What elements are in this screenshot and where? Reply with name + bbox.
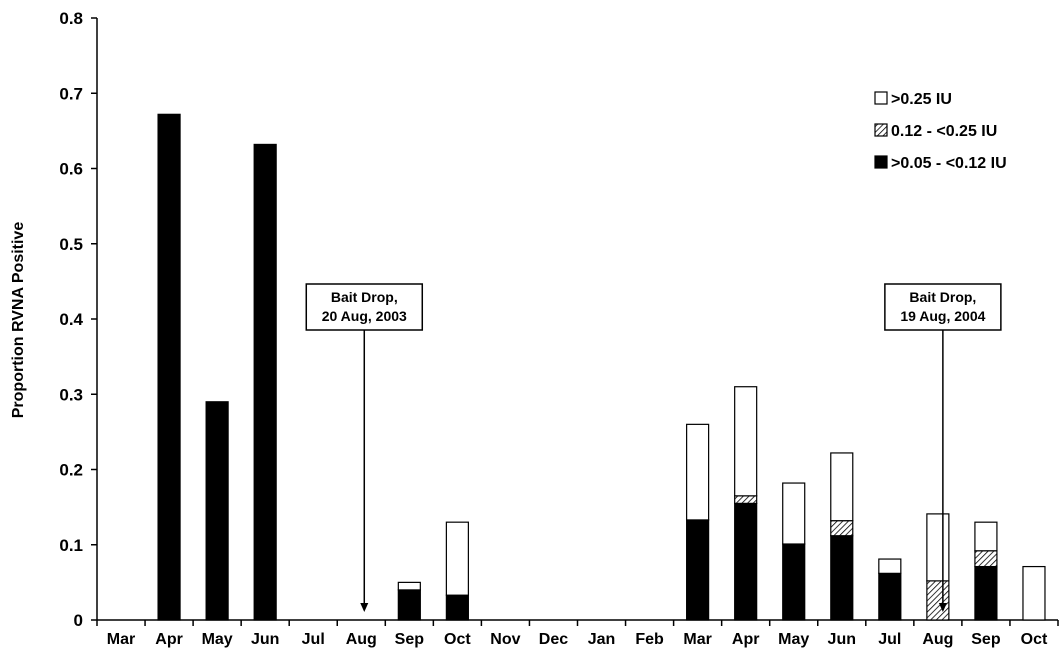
bar-segment xyxy=(253,143,277,621)
annotations: Bait Drop, 20 Aug, 2003 Bait Drop, 19 Aug, … xyxy=(305,283,1002,612)
y-tick-label: 0.5 xyxy=(59,235,83,254)
bar-segment xyxy=(205,401,229,621)
bar-segment xyxy=(974,521,998,552)
bar-segment xyxy=(686,519,710,621)
x-tick-label: May xyxy=(778,631,809,648)
x-tick-label: Jun xyxy=(251,631,279,648)
y-ticks: 0 0.1 0.2 0.3 0.4 0.5 0.6 0.7 0.8 xyxy=(59,9,97,630)
x-tick-label: Aug xyxy=(922,631,953,648)
x-tick-label: Oct xyxy=(1021,631,1048,648)
x-tick-label: Sep xyxy=(395,631,425,648)
bar-segment xyxy=(878,558,902,574)
annotation-arrowhead xyxy=(938,603,947,612)
bar-segment xyxy=(734,386,758,497)
annotation-text: 19 Aug, 2004 xyxy=(900,308,985,324)
x-tick-label: Sep xyxy=(971,631,1001,648)
x-tick-label: Jul xyxy=(878,631,901,648)
y-tick-label: 0.6 xyxy=(59,160,83,179)
bait-drop-annotation: Bait Drop, 20 Aug, 2003 xyxy=(305,283,424,612)
bar-segment xyxy=(734,495,758,504)
bar-segment xyxy=(157,113,181,621)
x-tick-label: Jan xyxy=(588,631,616,648)
bar-segment xyxy=(830,535,854,621)
legend-item: >0.25 IU xyxy=(874,91,952,108)
bar-segment xyxy=(782,543,806,621)
bar-segment xyxy=(830,452,854,522)
x-tick-label: Dec xyxy=(539,631,568,648)
legend-label: >0.05 - <0.12 IU xyxy=(891,155,1007,172)
x-tick-label: Mar xyxy=(107,631,135,648)
bar-segment xyxy=(734,502,758,621)
bar-segment xyxy=(397,581,421,591)
y-tick-label: 0.8 xyxy=(59,9,83,28)
bar-segment xyxy=(974,550,998,568)
bar-segment xyxy=(445,521,469,596)
legend-swatch xyxy=(874,91,888,105)
x-tick-label: Mar xyxy=(683,631,711,648)
bar-segment xyxy=(397,589,421,621)
bars xyxy=(157,113,1046,621)
annotation-box xyxy=(305,283,424,331)
x-tick-label: Aug xyxy=(346,631,377,648)
x-tick-label: Oct xyxy=(444,631,471,648)
annotation-arrowhead xyxy=(360,603,369,612)
legend-label: 0.12 - <0.25 IU xyxy=(891,123,997,140)
annotation-text: Bait Drop, xyxy=(909,289,976,305)
legend-label: >0.25 IU xyxy=(891,91,952,108)
legend-item: 0.12 - <0.25 IU xyxy=(874,123,997,140)
x-ticks: Mar Apr May Jun Jul Aug Sep Oct Nov Dec Jan Feb Mar A… xyxy=(96,620,1059,648)
bait-drop-annotation: Bait Drop, 19 Aug, 2004 xyxy=(884,283,1002,612)
legend-swatch xyxy=(874,123,888,137)
y-axis-title: Proportion RVNA Positive xyxy=(10,222,27,419)
y-tick-label: 0 xyxy=(74,611,83,630)
bar-segment xyxy=(926,580,950,621)
annotation-text: Bait Drop, xyxy=(331,289,398,305)
legend: >0.25 IU 0.12 - <0.25 IU >0.05 - <0.12 IU xyxy=(874,91,1007,172)
x-tick-label: Jul xyxy=(302,631,325,648)
bar-segment xyxy=(926,513,950,582)
bar-segment xyxy=(1022,565,1046,621)
annotation-text: 20 Aug, 2003 xyxy=(322,308,407,324)
bar-segment xyxy=(445,594,469,621)
bar-segment xyxy=(782,482,806,545)
y-tick-label: 0.1 xyxy=(59,536,83,555)
x-tick-label: Feb xyxy=(635,631,664,648)
y-tick-label: 0.7 xyxy=(59,84,83,103)
legend-item: >0.05 - <0.12 IU xyxy=(874,155,1007,172)
y-tick-label: 0.2 xyxy=(59,461,83,480)
x-tick-label: May xyxy=(202,631,233,648)
y-tick-label: 0.4 xyxy=(59,310,83,329)
bar-segment xyxy=(878,572,902,621)
x-tick-label: Jun xyxy=(828,631,856,648)
legend-swatch xyxy=(874,155,888,169)
bar-segment xyxy=(830,520,854,537)
bar-segment xyxy=(686,423,710,521)
x-tick-label: Nov xyxy=(490,631,520,648)
bar-segment xyxy=(974,565,998,621)
x-tick-label: Apr xyxy=(155,631,183,648)
x-tick-label: Apr xyxy=(732,631,760,648)
y-tick-label: 0.3 xyxy=(59,385,83,404)
